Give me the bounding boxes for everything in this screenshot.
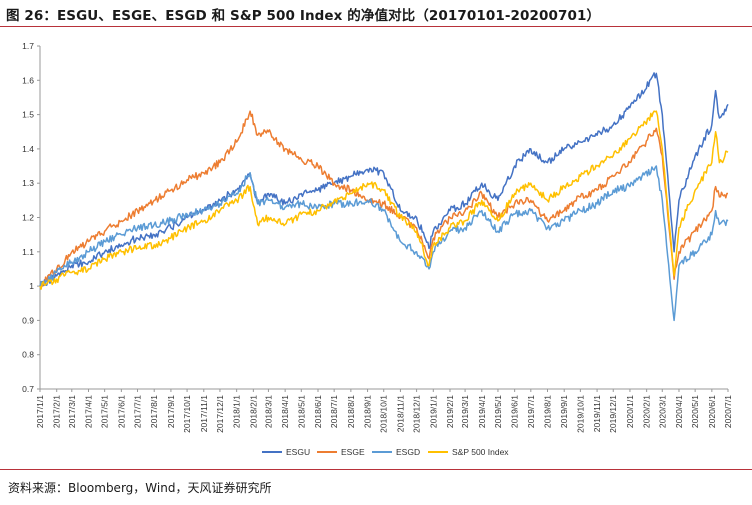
y-tick-label: 1.3	[22, 178, 34, 188]
x-tick-label: 2018/9/1	[363, 395, 373, 428]
x-tick-label: 2017/7/1	[133, 395, 143, 428]
x-tick-label: 2019/2/1	[445, 395, 455, 428]
legend-label-esgd: ESGD	[396, 447, 420, 457]
series-line-esgd	[39, 165, 729, 322]
x-tick-label: 2018/3/1	[263, 395, 273, 428]
x-tick-label: 2017/3/1	[67, 395, 77, 428]
y-tick-label: 0.8	[22, 350, 34, 360]
y-tick-label: 1.4	[22, 144, 34, 154]
x-tick-label: 2019/6/1	[510, 395, 520, 428]
x-tick-label: 2019/10/1	[575, 395, 585, 433]
y-axis: 0.7 0.8 0.9 1 1.1 1.2 1.3 1.4 1.5 1.6 1.7	[22, 41, 41, 394]
y-tick-label: 1.6	[22, 75, 34, 85]
x-tick-label: 2019/1/1	[428, 395, 438, 428]
plot-area	[39, 72, 729, 322]
x-tick-label: 2019/3/1	[460, 395, 470, 428]
x-tick-label: 2017/11/1	[199, 395, 209, 432]
x-tick-label: 2020/5/1	[690, 395, 700, 428]
series-line-s-p-500-index	[39, 110, 729, 290]
legend-label-esgu: ESGU	[286, 447, 310, 457]
y-tick-label: 1.2	[22, 213, 34, 223]
x-tick-label: 2017/6/1	[116, 395, 126, 428]
x-tick-label: 2017/2/1	[52, 395, 62, 428]
x-tick-label: 2019/7/1	[526, 395, 536, 428]
x-tick-label: 2020/3/1	[657, 395, 667, 428]
x-tick-label: 2020/4/1	[674, 395, 684, 428]
x-axis: 2017/1/1 2017/2/1 2017/3/1 2017/4/1 2017/5/1…	[35, 388, 733, 433]
line-chart: 0.7 0.8 0.9 1 1.1 1.2 1.3 1.4 1.5 1.6 1.7 2017/1/1…	[22, 41, 733, 457]
x-tick-label: 2018/12/1	[412, 395, 422, 433]
series-line-esge	[39, 110, 728, 287]
x-tick-label: 2020/1/1	[625, 395, 635, 428]
legend-label-esge: ESGE	[341, 447, 365, 457]
legend-label-s-p-500-index: S&P 500 Index	[452, 447, 509, 457]
x-tick-label: 2019/4/1	[477, 395, 487, 428]
x-tick-label: 2018/7/1	[329, 395, 339, 428]
x-tick-label: 2017/10/1	[182, 395, 192, 433]
y-tick-label: 0.9	[22, 315, 34, 325]
legend: ESGU ESGE ESGD S&P 500 Index	[262, 447, 509, 457]
y-tick-label: 1.1	[22, 247, 34, 257]
y-tick-label: 0.7	[22, 384, 34, 394]
x-tick-label: 2019/9/1	[559, 395, 569, 428]
x-tick-label: 2018/2/1	[248, 395, 258, 428]
source-divider	[0, 469, 752, 470]
y-tick-label: 1	[29, 281, 34, 291]
x-tick-label: 2018/6/1	[313, 395, 323, 428]
x-tick-label: 2018/1/1	[232, 395, 242, 428]
x-tick-label: 2018/10/1	[379, 395, 389, 433]
x-tick-label: 2018/4/1	[280, 395, 290, 428]
x-tick-label: 2018/5/1	[296, 395, 306, 428]
x-tick-label: 2017/8/1	[149, 395, 159, 428]
x-tick-label: 2019/11/1	[592, 395, 602, 432]
title-divider	[0, 26, 752, 27]
source-note: 资料来源：Bloomberg，Wind，天风证券研究所	[8, 481, 272, 495]
x-tick-label: 2017/12/1	[215, 395, 225, 433]
x-tick-label: 2018/8/1	[346, 395, 356, 428]
figure-title: 图 26：ESGU、ESGE、ESGD 和 S&P 500 Index 的净值对…	[6, 8, 601, 24]
series-line-esgu	[39, 72, 729, 287]
x-tick-label: 2017/9/1	[166, 395, 176, 428]
y-tick-label: 1.5	[22, 110, 34, 120]
x-tick-label: 2020/2/1	[642, 395, 652, 428]
x-tick-label: 2019/8/1	[543, 395, 553, 428]
x-tick-label: 2018/11/1	[395, 395, 405, 432]
x-tick-label: 2019/12/1	[608, 395, 618, 433]
x-tick-label: 2019/5/1	[493, 395, 503, 428]
x-tick-label: 2020/6/1	[707, 395, 717, 428]
x-tick-label: 2017/1/1	[35, 395, 45, 428]
y-tick-label: 1.7	[22, 41, 34, 51]
x-tick-label: 2020/7/1	[723, 395, 733, 428]
x-tick-label: 2017/5/1	[100, 395, 110, 428]
x-tick-label: 2017/4/1	[83, 395, 93, 428]
